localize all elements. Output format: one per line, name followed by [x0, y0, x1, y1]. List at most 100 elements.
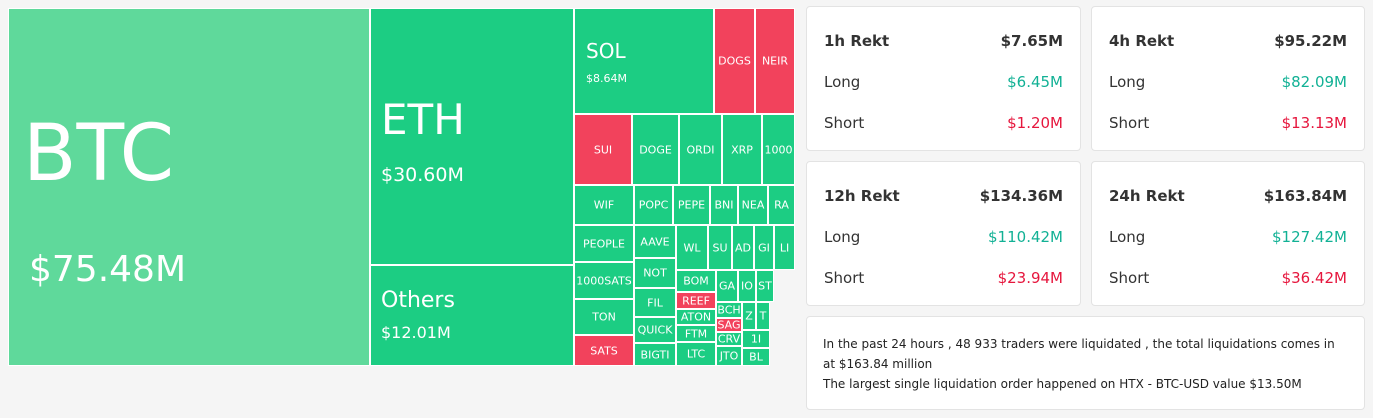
long-label: Long — [1109, 73, 1146, 91]
tile-label: NOT — [643, 266, 667, 280]
tile-label: FTM — [684, 327, 708, 340]
short-label: Short — [824, 269, 865, 287]
tile-label: POPC — [638, 198, 669, 212]
card-header: 12h Rekt $134.36M — [824, 187, 1063, 205]
tile-label: ATON — [680, 310, 712, 324]
tile-label: BNI — [714, 198, 734, 212]
long-value: $6.45M — [1007, 73, 1063, 91]
treemap-tile: RA — [768, 185, 795, 225]
tile-label: AD — [735, 241, 751, 254]
treemap-tile: JTO — [716, 346, 742, 366]
card-title: 4h Rekt — [1109, 32, 1175, 50]
treemap-tile: ATON — [676, 309, 716, 325]
tile-label: GA — [718, 279, 736, 293]
treemap-tile: 1I — [742, 330, 770, 348]
tile-label: SATS — [590, 344, 618, 357]
tile-label: 1000 — [764, 143, 793, 156]
short-row: Short $36.42M — [1109, 269, 1347, 287]
long-value: $127.42M — [1272, 228, 1347, 246]
tile-label: FIL — [647, 296, 663, 309]
card-title: 12h Rekt — [824, 187, 900, 205]
tile-value: $12.01M — [381, 323, 451, 342]
long-value: $82.09M — [1281, 73, 1347, 91]
rekt-card: 12h Rekt $134.36M Long $110.42M Short $23.94M — [806, 161, 1081, 306]
treemap-tile: POPC — [634, 185, 673, 225]
short-value: $23.94M — [997, 269, 1063, 287]
tile-label: BOM — [683, 274, 709, 288]
tile-label: XRP — [731, 143, 753, 156]
short-row: Short $23.94M — [824, 269, 1063, 287]
tile-label: NEA — [741, 198, 765, 212]
tile-label: BCH — [717, 303, 741, 317]
note-line: The largest single liquidation order hap… — [823, 377, 1302, 391]
tile-label: Others — [381, 288, 455, 313]
treemap-tile: SU — [708, 225, 732, 270]
tile-label: NEIR — [761, 54, 789, 68]
long-value: $110.42M — [988, 228, 1063, 246]
tile-label: RA — [774, 198, 789, 212]
card-header: 24h Rekt $163.84M — [1109, 187, 1347, 205]
treemap-tile: BCH — [716, 302, 742, 318]
treemap-tile: NOT — [634, 258, 676, 288]
short-value: $36.42M — [1281, 269, 1347, 287]
long-label: Long — [824, 73, 861, 91]
treemap-tile: IO — [738, 270, 756, 302]
tile-label: WL — [683, 241, 701, 254]
treemap-tile: SOL $8.64M — [574, 8, 714, 114]
tile-label: T — [759, 309, 767, 323]
long-row: Long $110.42M — [824, 228, 1063, 246]
treemap-tile: CRV — [716, 332, 742, 346]
tile-label: WIF — [593, 198, 615, 212]
tile-label: GI — [758, 241, 770, 254]
card-header: 4h Rekt $95.22M — [1109, 32, 1347, 50]
summary-note: In the past 24 hours , 48 933 traders we… — [806, 316, 1365, 410]
treemap-tile: T — [756, 302, 770, 330]
treemap-tile: Others $12.01M — [370, 265, 574, 366]
treemap-tile: FTM — [676, 325, 716, 342]
tile-value: $75.48M — [29, 249, 187, 290]
treemap-tile: SATS — [574, 335, 634, 366]
tile-label: LI — [779, 241, 790, 254]
treemap-tile: 1000SATS — [574, 262, 634, 299]
tile-label: AAVE — [640, 235, 670, 248]
tile-label: TON — [592, 310, 616, 324]
treemap-tile: Z — [742, 302, 756, 330]
treemap-tile: NEA — [738, 185, 768, 225]
tile-label: BIGTI — [640, 348, 670, 361]
tile-label: 1000SATS — [576, 274, 632, 287]
card-total: $95.22M — [1274, 32, 1347, 50]
treemap-tile: PEOPLE — [574, 225, 634, 262]
treemap-tile: 1000 — [762, 114, 795, 185]
treemap-tile: REEF — [676, 292, 716, 309]
note-line: In the past 24 hours , 48 933 traders we… — [823, 337, 1335, 371]
tile-label: REEF — [682, 294, 710, 307]
treemap-tile: BIGTI — [634, 343, 676, 366]
treemap-tile: DOGE — [632, 114, 679, 185]
treemap-tile: ST — [756, 270, 774, 302]
card-total: $7.65M — [1000, 32, 1063, 50]
tile-label: DOGE — [639, 143, 672, 156]
treemap-tile: FIL — [634, 288, 676, 317]
tile-label: QUICK — [637, 323, 673, 337]
tile-label: CRV — [717, 332, 741, 346]
tile-label: PEPE — [677, 198, 706, 212]
long-row: Long $82.09M — [1109, 73, 1347, 91]
tile-label: SU — [712, 241, 728, 254]
tile-label: 1I — [750, 332, 762, 346]
card-title: 24h Rekt — [1109, 187, 1185, 205]
treemap-tile: AAVE — [634, 225, 676, 258]
rekt-card: 1h Rekt $7.65M Long $6.45M Short $1.20M — [806, 6, 1081, 151]
tile-label: PEOPLE — [583, 237, 625, 250]
long-label: Long — [824, 228, 861, 246]
tile-label: LTC — [686, 347, 706, 361]
short-value: $1.20M — [1007, 114, 1063, 132]
short-row: Short $1.20M — [824, 114, 1063, 132]
treemap-tile: BOM — [676, 270, 716, 292]
treemap-tile: QUICK — [634, 317, 676, 343]
treemap-tile: BL — [742, 348, 770, 366]
tile-label: BL — [749, 350, 763, 364]
rekt-card: 24h Rekt $163.84M Long $127.42M Short $36.42M — [1091, 161, 1365, 306]
tile-label: BTC — [23, 109, 175, 199]
short-value: $13.13M — [1281, 114, 1347, 132]
